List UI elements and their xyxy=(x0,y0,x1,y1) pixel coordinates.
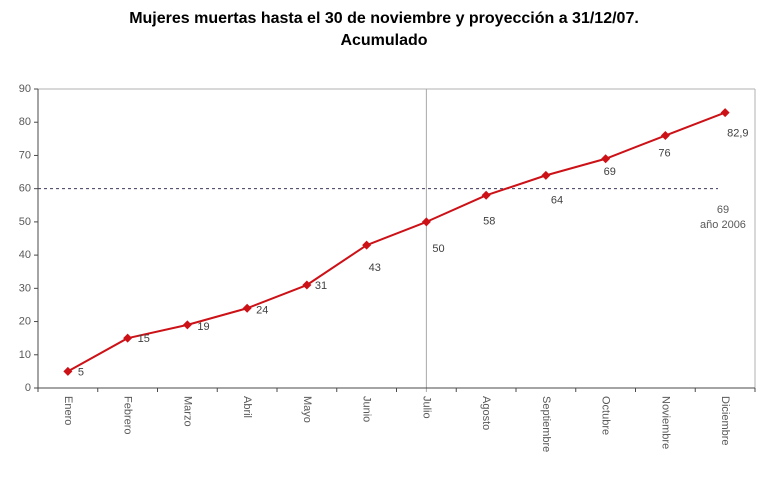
x-category-label: Abril xyxy=(241,396,253,418)
x-category-label: Febrero xyxy=(122,396,134,435)
data-point-marker xyxy=(123,333,133,343)
x-category-label: Noviembre xyxy=(659,396,671,449)
y-tick-label: 10 xyxy=(19,349,31,361)
data-point-marker xyxy=(242,303,252,313)
y-tick-label: 80 xyxy=(19,116,31,128)
x-category-label: Mayo xyxy=(301,396,313,423)
data-point-label: 5 xyxy=(78,366,84,378)
x-category-label: Diciembre xyxy=(719,396,731,446)
reference-line-label-value: 69 xyxy=(717,204,729,216)
data-point-marker xyxy=(182,320,192,330)
y-tick-label: 0 xyxy=(25,382,31,394)
data-point-marker xyxy=(720,108,730,118)
data-point-label: 58 xyxy=(483,215,495,227)
data-point-marker xyxy=(302,280,312,290)
data-point-label: 31 xyxy=(315,280,327,292)
data-point-label: 15 xyxy=(138,333,150,345)
y-tick-label: 30 xyxy=(19,282,31,294)
data-point-label: 19 xyxy=(197,321,209,333)
data-point-label: 43 xyxy=(369,262,381,274)
chart-title-block: Mujeres muertas hasta el 30 de noviembre… xyxy=(0,8,768,52)
x-category-label: Septiembre xyxy=(540,396,552,452)
x-category-label: Marzo xyxy=(181,396,193,427)
data-point-label: 50 xyxy=(432,243,444,255)
data-point-marker xyxy=(481,190,491,200)
y-tick-label: 60 xyxy=(19,183,31,195)
data-point-label: 64 xyxy=(551,194,563,206)
x-category-label: Agosto xyxy=(480,396,492,430)
x-category-label: Junio xyxy=(361,396,373,422)
data-point-marker xyxy=(660,131,670,141)
data-point-label: 82,9 xyxy=(727,128,748,140)
reference-line-label-year: año 2006 xyxy=(700,219,746,231)
data-point-label: 24 xyxy=(256,304,268,316)
data-point-label: 76 xyxy=(658,148,670,160)
y-tick-label: 40 xyxy=(19,249,31,261)
y-tick-label: 50 xyxy=(19,216,31,228)
chart-subtitle: Acumulado xyxy=(340,32,428,49)
y-tick-label: 90 xyxy=(19,83,31,95)
chart-title: Mujeres muertas hasta el 30 de noviembre… xyxy=(129,10,639,27)
data-point-marker xyxy=(541,170,551,180)
series-line xyxy=(67,111,726,373)
y-tick-label: 70 xyxy=(19,149,31,161)
x-category-label: Enero xyxy=(62,396,74,425)
data-point-label: 69 xyxy=(604,166,616,178)
x-category-label: Julio xyxy=(420,396,432,419)
data-point-marker xyxy=(362,240,372,250)
data-point-marker xyxy=(63,366,73,376)
x-category-label: Octubre xyxy=(600,396,612,435)
data-point-marker xyxy=(601,154,611,164)
data-point-marker xyxy=(421,217,431,227)
y-tick-label: 20 xyxy=(19,316,31,328)
